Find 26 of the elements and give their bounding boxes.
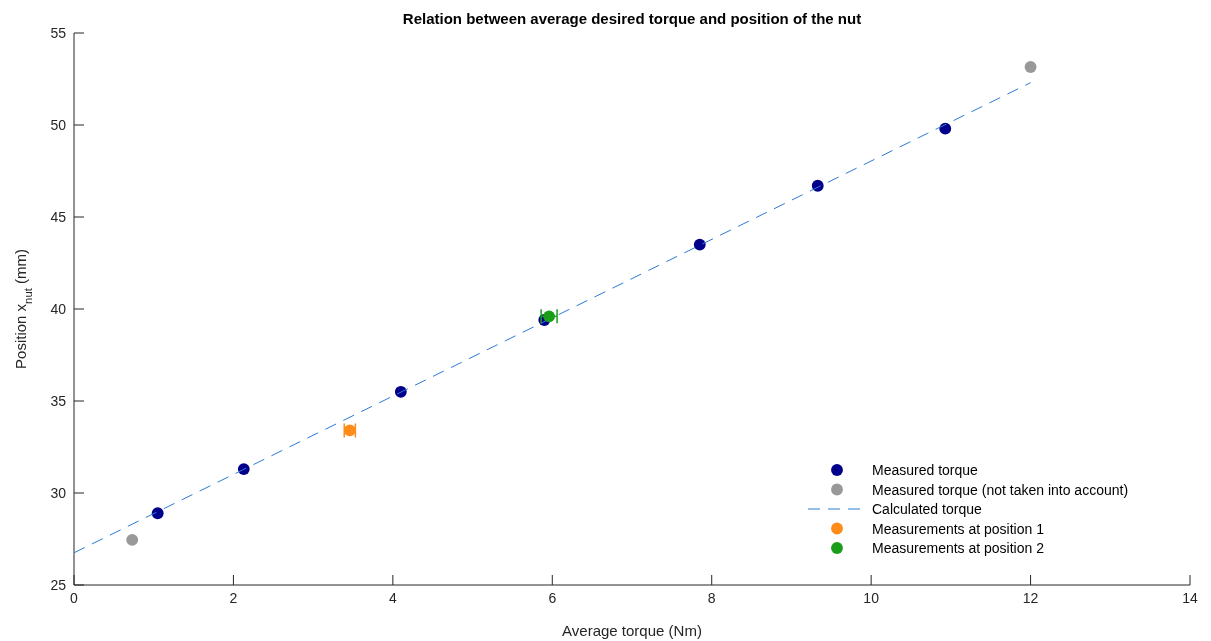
y-tick-label: 25 <box>50 577 67 593</box>
point <box>693 238 706 251</box>
x-tick-label: 6 <box>548 590 557 606</box>
y-tick-label: 35 <box>50 393 67 409</box>
x-tick-label: 10 <box>863 590 880 606</box>
point <box>1024 61 1037 73</box>
chart-title: Relation between average desired torque and position of the nut <box>402 10 862 27</box>
y-tick-label: 30 <box>50 485 67 501</box>
legend-label: Measurements at position 2 <box>872 540 1045 556</box>
x-axis-title: Average torque (Nm) <box>562 622 702 639</box>
legend-label: Measured torque <box>872 462 979 478</box>
x-tick-label: 12 <box>1022 590 1039 606</box>
legend-label: Measured torque (not taken into account) <box>872 481 1129 498</box>
y-tick-label: 50 <box>50 117 67 133</box>
legend-label: Calculated torque <box>872 501 982 517</box>
y-tick-label: 45 <box>50 209 67 225</box>
legend-label: Measurements at position 1 <box>872 520 1045 537</box>
x-tick-label: 8 <box>707 590 716 606</box>
y-tick-label: 40 <box>50 301 67 317</box>
point <box>126 534 139 546</box>
x-tick-label: 0 <box>70 590 79 606</box>
x-tick-label: 14 <box>1182 590 1198 606</box>
point <box>151 507 164 520</box>
x-tick-label: 2 <box>229 590 238 606</box>
y-tick-label: 55 <box>50 25 67 41</box>
x-tick-label: 4 <box>388 590 397 606</box>
